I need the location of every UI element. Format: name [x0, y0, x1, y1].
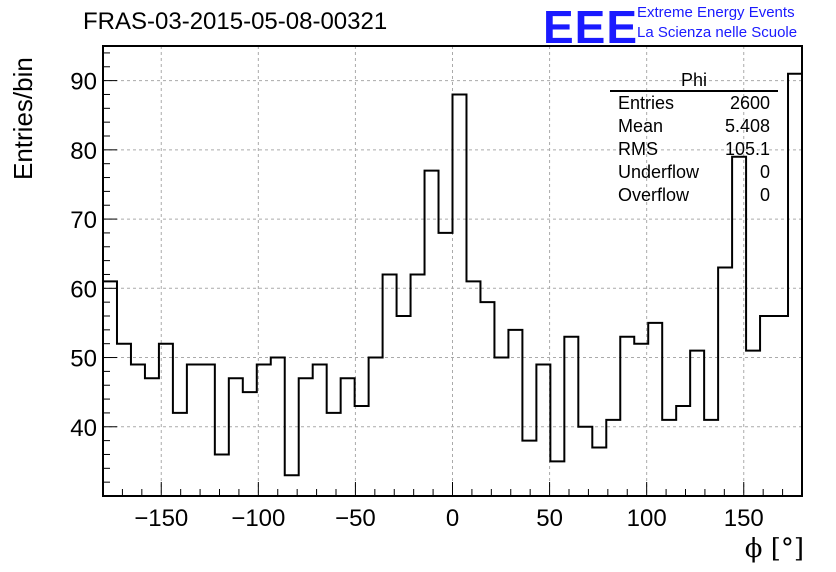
- x-tick-label: 150: [724, 505, 764, 532]
- stats-row-entries: Entries 2600: [610, 92, 778, 115]
- grid-lines: [103, 46, 802, 496]
- y-tick-label: 90: [70, 69, 97, 96]
- stats-value: 5.408: [724, 116, 770, 136]
- stats-label: Entries: [618, 93, 675, 113]
- y-tick-label: 60: [70, 276, 97, 303]
- x-tick-label: 50: [536, 505, 563, 532]
- stats-label: Underflow: [618, 162, 700, 182]
- y-axis-label: Entries/bin: [8, 57, 38, 180]
- stats-value: 0: [759, 185, 770, 205]
- eee-logo: EEE: [543, 1, 639, 53]
- stats-label: Overflow: [618, 185, 690, 205]
- y-tick-label: 80: [70, 138, 97, 165]
- stats-label: Mean: [618, 116, 664, 136]
- y-tick-label: 50: [70, 346, 97, 373]
- logo-line-2: La Scienza nelle Scuole: [637, 24, 798, 41]
- histogram-outline: [102, 72, 803, 496]
- stats-row-underflow: Underflow 0: [610, 161, 778, 184]
- stats-box: Phi Entries 2600 Mean 5.408 RMS 105.1 Un…: [610, 70, 778, 207]
- x-tick-label: 0: [446, 505, 459, 532]
- stats-title: Phi: [610, 70, 778, 92]
- x-tick-label: −100: [231, 505, 285, 532]
- stats-value: 105.1: [724, 139, 770, 159]
- x-tick-label: −150: [134, 505, 188, 532]
- stats-row-rms: RMS 105.1: [610, 138, 778, 161]
- stats-label: RMS: [618, 139, 658, 159]
- x-axis-label: ϕ [°]: [744, 534, 804, 564]
- stats-value: 2600: [729, 93, 770, 113]
- chart-title: FRAS-03-2015-05-08-00321: [83, 8, 388, 35]
- y-tick-label: 70: [70, 207, 97, 234]
- stats-row-overflow: Overflow 0: [610, 184, 778, 207]
- stats-value: 0: [759, 162, 770, 182]
- y-tick-labels: 40 50 60 70 80 90: [70, 69, 97, 442]
- x-tick-labels: −150 −100 −50 0 50 100 150: [134, 505, 764, 532]
- x-tick-label: 100: [627, 505, 667, 532]
- logo-line-1: Extreme Energy Events: [637, 4, 795, 21]
- stats-row-mean: Mean 5.408: [610, 115, 778, 138]
- y-tick-label: 40: [70, 415, 97, 442]
- x-tick-label: −50: [335, 505, 376, 532]
- axis-ticks: [102, 52, 803, 496]
